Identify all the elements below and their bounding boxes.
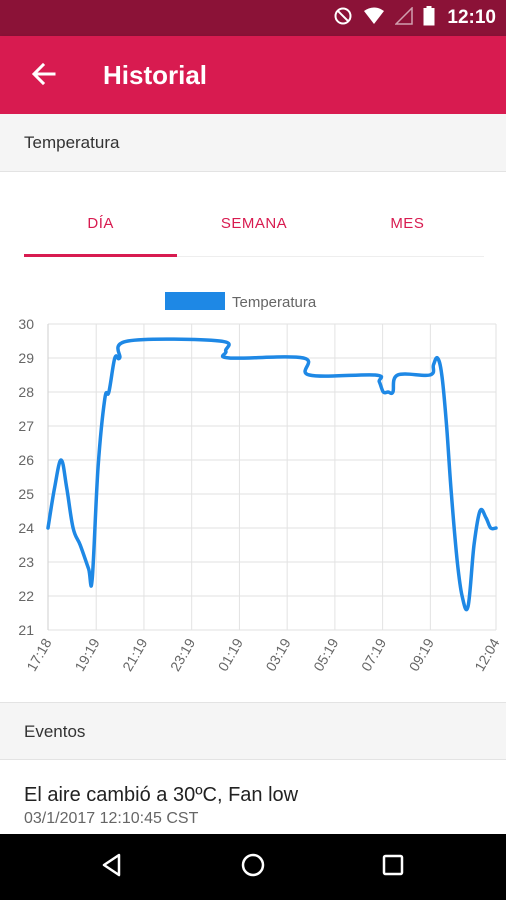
x-tick-label: 03:19	[262, 635, 293, 674]
y-tick-label: 27	[18, 418, 34, 434]
y-tick-label: 22	[18, 588, 34, 604]
status-icons: 12:10	[333, 0, 496, 36]
y-tick-label: 23	[18, 554, 34, 570]
y-tick-label: 30	[18, 316, 34, 332]
arrow-left-icon	[31, 61, 57, 92]
do-not-disturb-icon	[333, 6, 353, 31]
y-tick-label: 29	[18, 350, 34, 366]
x-tick-label: 07:19	[358, 635, 389, 674]
y-tick-label: 26	[18, 452, 34, 468]
page-title: Historial	[103, 60, 208, 90]
x-tick-label: 12:04	[471, 635, 502, 674]
x-tick-label: 01:19	[215, 635, 246, 674]
x-tick-label: 17:18	[23, 635, 54, 674]
recents-square-icon	[381, 853, 405, 882]
y-tick-label: 21	[18, 622, 34, 638]
tab-semana[interactable]: SEMANA	[220, 215, 288, 232]
x-tick-label: 05:19	[310, 635, 341, 674]
event-list-item[interactable]: El aire cambió a 30ºC, Fan low 03/1/2017…	[24, 782, 494, 830]
events-section-title: Eventos	[24, 722, 86, 741]
x-tick-label: 21:19	[119, 635, 150, 674]
x-tick-label: 19:19	[71, 635, 102, 674]
back-triangle-icon	[99, 852, 125, 883]
x-tick-label: 09:19	[406, 635, 437, 674]
nav-recents-button[interactable]	[373, 847, 413, 887]
nav-back-button[interactable]	[92, 847, 132, 887]
tab-dia[interactable]: DÍA	[24, 196, 178, 257]
home-circle-icon	[240, 852, 266, 883]
signal-icon	[394, 5, 414, 30]
event-text: El aire cambió a 30ºC, Fan low	[24, 784, 299, 806]
temperature-section-title: Temperatura	[24, 133, 120, 152]
y-tick-label: 28	[18, 384, 34, 400]
legend-label: Temperatura	[232, 294, 317, 311]
series-line-temperatura	[46, 337, 498, 612]
status-bar: 12:10	[0, 0, 506, 36]
legend-swatch	[165, 292, 225, 310]
navigation-bar	[0, 834, 506, 900]
nav-home-button[interactable]	[233, 847, 273, 887]
events-section-header: Eventos	[0, 702, 506, 760]
status-time: 12:10	[447, 7, 496, 28]
y-tick-label: 25	[18, 486, 34, 502]
period-tabs: DÍA SEMANA MES	[24, 196, 484, 257]
event-time: 03/1/2017 12:10:45 CST	[24, 810, 199, 827]
back-button[interactable]	[24, 56, 64, 96]
tab-mes[interactable]: MES	[390, 215, 425, 232]
wifi-icon	[363, 7, 385, 30]
x-tick-label: 23:19	[167, 635, 198, 674]
temperature-chart: 21 22 23 24 25 26 27 28 29 30 17:18 19:19 21:19 23:19…	[18, 292, 503, 674]
temperature-section-header: Temperatura	[0, 114, 506, 172]
battery-icon	[423, 5, 435, 31]
y-tick-label: 24	[18, 520, 34, 536]
app-bar: Historial	[0, 36, 506, 114]
